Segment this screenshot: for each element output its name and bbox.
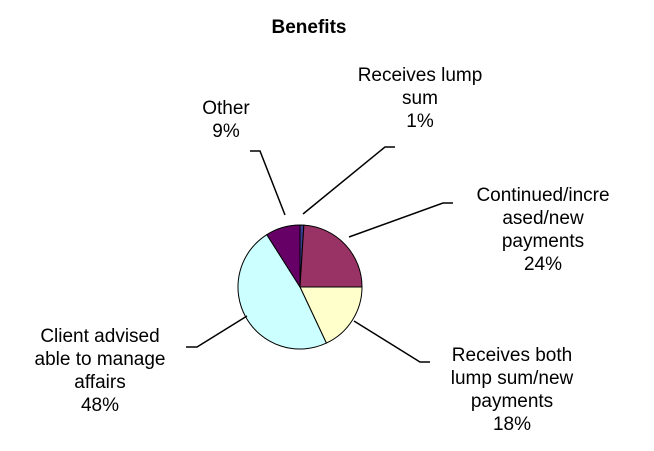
data-label-line: Other: [202, 98, 250, 119]
data-label-line: affairs: [74, 372, 125, 393]
pie-slices: [237, 224, 363, 350]
data-label-line: able to manage: [35, 349, 166, 370]
leader-line: [186, 315, 248, 348]
leader-line: [250, 150, 286, 216]
data-label: Client advised able to manage affairs 48%: [35, 326, 166, 416]
data-label-line: lump sum/new: [451, 368, 574, 389]
data-label: Receives both lump sum/new payments 18%: [451, 345, 574, 435]
leader-line: [302, 146, 395, 215]
data-label-line: 24%: [524, 254, 562, 275]
data-label-line: 1%: [406, 111, 434, 132]
pie-slice: [299, 224, 363, 288]
data-label-line: Receives lump: [358, 65, 483, 86]
data-label-line: ased/new: [502, 208, 584, 229]
data-label: Other 9%: [202, 98, 250, 142]
data-label-line: Client advised: [40, 326, 159, 347]
data-label-line: payments: [502, 231, 584, 252]
data-label-line: payments: [471, 391, 553, 412]
data-label-line: 48%: [81, 395, 119, 416]
data-label-line: Receives both: [452, 345, 572, 366]
leader-line: [348, 202, 453, 238]
data-labels: Receives lump sum 1% Continued/incre ased/ne…: [35, 65, 610, 435]
leader-lines: [186, 146, 453, 363]
chart-title: Benefits: [272, 17, 347, 38]
leader-line: [353, 320, 430, 363]
data-label-line: sum: [402, 88, 438, 109]
pie-slice: [266, 224, 301, 289]
pie-slice: [299, 286, 363, 344]
data-label-line: Continued/incre: [476, 185, 609, 206]
data-label: Receives lump sum 1%: [358, 65, 483, 132]
data-label-line: 18%: [493, 414, 531, 435]
data-label-line: 9%: [212, 121, 240, 142]
data-label: Continued/incre ased/new payments 24%: [476, 185, 609, 275]
